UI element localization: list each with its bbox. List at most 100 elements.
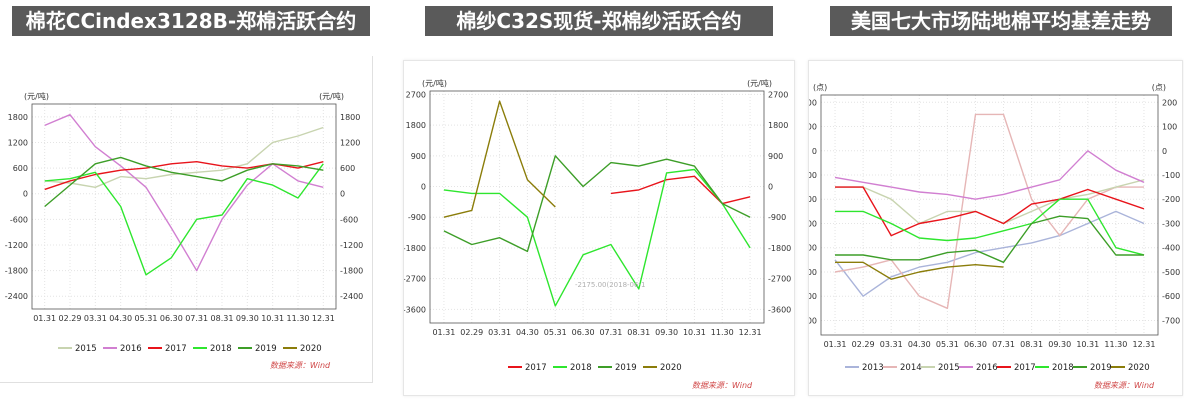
- series-line-2014: [834, 113, 1144, 309]
- x-tick-label: 07.31: [185, 314, 208, 323]
- y-tick-label-left: 1200: [8, 138, 28, 147]
- x-tick-label: 06.30: [964, 340, 987, 349]
- x-tick-label: 06.30: [572, 328, 595, 337]
- x-tick-label: 04.30: [109, 314, 132, 323]
- y-tick-label-left: 1800: [406, 121, 426, 130]
- x-tick-label: 06.30: [160, 314, 183, 323]
- x-tick-label: 05.31: [544, 328, 567, 337]
- x-tick-label: 04.30: [908, 340, 931, 349]
- chart-title: 美国七大市场陆地棉平均基差走势: [830, 6, 1172, 36]
- y-tick-label-right: -200: [1162, 195, 1180, 204]
- x-tick-label: 04.30: [516, 328, 539, 337]
- series-line-2017: [835, 186, 1145, 237]
- x-tick-label: 07.31: [599, 328, 622, 337]
- y-axis-unit-right: (元/吨): [747, 78, 772, 88]
- x-tick-label: 01.31: [33, 314, 56, 323]
- y-tick-label-right: 1200: [340, 138, 360, 147]
- y-tick-label-left: 900: [411, 152, 426, 161]
- y-tick-label-right: -400: [1162, 244, 1180, 253]
- legend-label-2014: 2014: [900, 363, 922, 373]
- y-tick-label-right: -300: [1162, 219, 1180, 228]
- y-tick-label-left: -500: [809, 268, 817, 277]
- legend-label-2019: 2019: [1090, 363, 1112, 373]
- y-tick-label-left: -700: [809, 316, 817, 325]
- legend-label-2020: 2020: [660, 363, 682, 373]
- y-tick-label-right: 1800: [768, 121, 788, 130]
- y-tick-label-left: 0: [23, 190, 28, 199]
- series-line-2018: [443, 168, 751, 307]
- legend-label-2015: 2015: [938, 363, 960, 373]
- series-line-2017: [610, 175, 751, 205]
- x-tick-label: 02.29: [460, 328, 483, 337]
- line-chart: -3600 -3600 -2700 -2700 -1800 -1800 -900 -900 0 0…: [403, 78, 792, 390]
- y-tick-label-left: -600: [10, 215, 28, 224]
- series-line-2013: [834, 210, 1145, 297]
- y-tick-label-right: -700: [1162, 316, 1180, 325]
- x-tick-label: 05.31: [135, 314, 158, 323]
- series-line-2020: [443, 100, 556, 218]
- y-tick-label-left: -3600: [404, 305, 426, 314]
- x-tick-label: 05.31: [936, 340, 959, 349]
- x-tick-label: 01.31: [824, 340, 847, 349]
- x-tick-label: 11.30: [287, 314, 310, 323]
- source-note: 数据来源：Wind: [270, 361, 331, 370]
- legend-label-2019: 2019: [255, 344, 277, 354]
- y-tick-label-right: 200: [1162, 98, 1177, 107]
- x-tick-label: 10.31: [1076, 340, 1099, 349]
- y-tick-label-left: 600: [13, 164, 28, 173]
- y-tick-label-right: -900: [768, 213, 786, 222]
- y-tick-label-left: -100: [809, 171, 817, 180]
- legend-label-2018: 2018: [570, 363, 592, 373]
- series-line-2016: [44, 114, 324, 272]
- legend-label-2016: 2016: [120, 344, 142, 354]
- line-chart: -700 -700 -600 -600 -500 -500 -400 -400 -300 -300…: [799, 83, 1180, 390]
- y-tick-label-right: -2400: [340, 292, 363, 301]
- y-axis-unit-right: (点): [1152, 83, 1166, 92]
- x-tick-label: 12.31: [739, 328, 762, 337]
- y-tick-label-left: -1800: [404, 244, 426, 253]
- x-tick-label: 12.31: [312, 314, 335, 323]
- y-tick-label-left: -900: [408, 213, 426, 222]
- y-tick-label-left: 1800: [8, 113, 28, 122]
- legend-label-2019: 2019: [615, 363, 637, 373]
- chart-title: 棉纱C32S现货-郑棉纱活跃合约: [425, 6, 773, 36]
- legend-label-2020: 2020: [1128, 363, 1150, 373]
- series-line-2019: [835, 215, 1144, 263]
- y-tick-label-right: -600: [1162, 292, 1180, 301]
- y-tick-label-right: -1800: [340, 267, 363, 276]
- y-tick-label-right: 900: [768, 152, 783, 161]
- y-tick-label-right: -600: [340, 215, 358, 224]
- y-axis-unit-left: (元/吨): [422, 78, 447, 88]
- y-tick-label-left: -2700: [404, 275, 426, 284]
- legend-label-2017: 2017: [1014, 363, 1036, 373]
- y-axis-unit-left: (点): [813, 83, 827, 92]
- series-line-2018: [44, 163, 324, 276]
- source-note: 数据来源：Wind: [1094, 381, 1155, 390]
- x-tick-label: 09.30: [236, 314, 259, 323]
- y-tick-label-left: 0: [421, 183, 426, 192]
- plot-area-frame: [31, 103, 337, 310]
- y-tick-label-right: -1200: [340, 241, 363, 250]
- y-tick-label-left: 100: [809, 123, 817, 132]
- y-tick-label-left: -400: [809, 244, 817, 253]
- plot-area-frame: [820, 94, 1159, 336]
- y-tick-label-right: 2700: [768, 90, 788, 99]
- y-tick-label-right: -3600: [768, 305, 791, 314]
- y-tick-label-left: 0: [812, 147, 817, 156]
- y-tick-label-right: -2700: [768, 275, 791, 284]
- y-tick-label-right: 0: [768, 183, 773, 192]
- y-tick-label-left: 2700: [406, 90, 426, 99]
- chart-frame: -3600 -3600 -2700 -2700 -1800 -1800 -900 -900 0 0…: [403, 60, 795, 396]
- x-tick-label: 11.30: [1104, 340, 1127, 349]
- x-tick-label: 11.30: [711, 328, 734, 337]
- y-tick-label-left: -2400: [5, 292, 28, 301]
- y-tick-label-left: -200: [809, 195, 817, 204]
- legend-label-2017: 2017: [165, 344, 187, 354]
- x-tick-label: 08.31: [1020, 340, 1043, 349]
- legend-label-2016: 2016: [976, 363, 998, 373]
- legend-label-2020: 2020: [300, 344, 322, 354]
- y-axis-unit-left: (元/吨): [24, 91, 49, 101]
- y-axis-unit-right: (元/吨): [319, 91, 344, 101]
- y-tick-label-right: 1800: [340, 113, 360, 122]
- x-tick-label: 10.31: [261, 314, 284, 323]
